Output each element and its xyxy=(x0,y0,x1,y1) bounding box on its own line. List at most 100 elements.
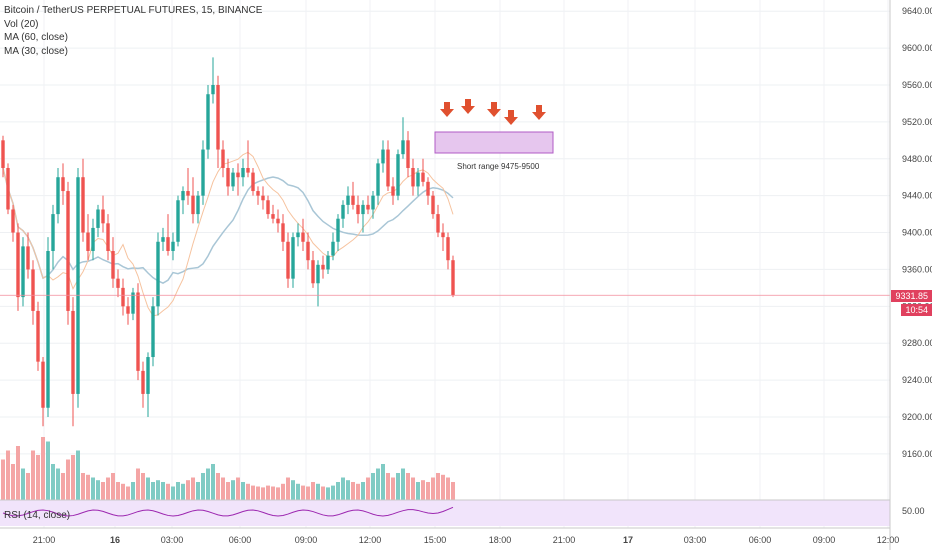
ma60-indicator-label[interactable]: MA (60, close) xyxy=(4,32,68,43)
price-tick: 9360.00 xyxy=(902,264,932,274)
ma30-indicator-label[interactable]: MA (30, close) xyxy=(4,45,68,57)
volume-bar xyxy=(81,473,85,500)
candle-body xyxy=(76,177,80,394)
candle-body xyxy=(346,195,350,205)
price-tick: 9440.00 xyxy=(902,191,932,201)
candle-body xyxy=(411,167,415,187)
candle-body xyxy=(26,246,30,270)
candle-body xyxy=(151,306,155,358)
time-tick: 15:00 xyxy=(424,535,447,545)
volume-bar xyxy=(186,480,190,500)
price-tick: 9600.00 xyxy=(902,43,932,53)
volume-bar xyxy=(306,486,310,500)
volume-bar xyxy=(296,483,300,500)
vol-indicator-label[interactable]: Vol (20) xyxy=(4,18,39,30)
short-range-box[interactable] xyxy=(434,131,554,154)
candle-body xyxy=(61,177,65,192)
candle-body xyxy=(211,84,215,95)
volume-bar xyxy=(246,483,250,500)
volume-bar xyxy=(1,459,5,500)
volume-bar xyxy=(131,482,135,500)
volume-bar xyxy=(406,473,410,500)
rsi-band xyxy=(0,500,890,526)
volume-bar xyxy=(111,473,115,500)
volume-bar xyxy=(61,473,65,500)
volume-bar xyxy=(31,450,35,500)
candle-body xyxy=(191,195,195,215)
candle-body xyxy=(196,195,200,215)
volume-bar xyxy=(231,480,235,500)
price-tick: 9560.00 xyxy=(902,80,932,90)
volume-bar xyxy=(136,468,140,500)
candle-body xyxy=(146,357,150,394)
candle-body xyxy=(241,167,245,178)
candle-body xyxy=(41,361,45,408)
volume-bar xyxy=(126,486,130,500)
volume-bar xyxy=(271,486,275,500)
candle-body xyxy=(141,370,145,394)
volume-bar xyxy=(21,468,25,500)
volume-bar xyxy=(206,468,210,500)
candle-body xyxy=(6,167,10,210)
time-tick: 21:00 xyxy=(33,535,56,545)
volume-bar xyxy=(251,485,255,500)
candle-body xyxy=(11,209,15,233)
volume-bar xyxy=(161,482,165,500)
candle-body xyxy=(406,140,410,168)
volume-bar xyxy=(361,482,365,500)
volume-bar xyxy=(266,485,270,500)
time-tick: 09:00 xyxy=(295,535,318,545)
time-axis: 21:00 16 03:00 06:00 09:00 12:00 15:00 18:00 21:… xyxy=(33,535,900,545)
candle-body xyxy=(111,250,115,279)
rsi-indicator-label[interactable]: RSI (14, close) xyxy=(4,510,71,521)
price-tick: 9640.00 xyxy=(902,6,932,16)
volume-bar xyxy=(11,464,15,500)
volume-bar xyxy=(376,468,380,500)
volume-bar xyxy=(321,486,325,500)
volume-bar xyxy=(156,480,160,500)
volume-bar xyxy=(221,477,225,500)
candle-body xyxy=(366,204,370,210)
candle-body xyxy=(421,172,425,182)
candle-body xyxy=(181,191,185,201)
candle-body xyxy=(81,177,85,233)
volume-bar xyxy=(341,477,345,500)
volume-bar xyxy=(286,477,290,500)
candlestick-series xyxy=(1,57,455,427)
time-tick: 06:00 xyxy=(749,535,772,545)
candle-body xyxy=(441,232,445,238)
volume-bar xyxy=(171,486,175,500)
candle-body xyxy=(66,191,70,311)
price-tick: 9400.00 xyxy=(902,228,932,238)
candle-body xyxy=(291,237,295,279)
candle-body xyxy=(96,209,100,228)
volume-bar xyxy=(66,459,70,500)
candle-body xyxy=(386,149,390,187)
candle-body xyxy=(51,214,55,251)
candle-body xyxy=(1,140,5,168)
candle-body xyxy=(126,306,130,314)
time-tick: 03:00 xyxy=(161,535,184,545)
candle-body xyxy=(436,214,440,233)
volume-bar xyxy=(441,474,445,500)
volume-bar xyxy=(291,480,295,500)
symbol-title[interactable]: Bitcoin / TetherUS PERPETUAL FUTURES, 15… xyxy=(4,5,263,16)
volume-bar xyxy=(181,483,185,500)
volume-bar xyxy=(51,464,55,500)
price-tick: 9520.00 xyxy=(902,117,932,127)
volume-bar xyxy=(121,483,125,500)
candle-body xyxy=(136,292,140,371)
price-tick: 9160.00 xyxy=(902,449,932,459)
candle-body xyxy=(101,209,105,224)
candle-body xyxy=(36,310,40,362)
volume-bar xyxy=(336,482,340,500)
candle-body xyxy=(311,260,315,284)
candle-body xyxy=(251,172,255,192)
time-tick: 17 xyxy=(623,535,633,545)
candle-body xyxy=(451,260,455,296)
volume-bar xyxy=(36,455,40,500)
volume-bar xyxy=(326,487,330,500)
candle-body xyxy=(171,241,175,251)
volume-bar xyxy=(446,477,450,500)
